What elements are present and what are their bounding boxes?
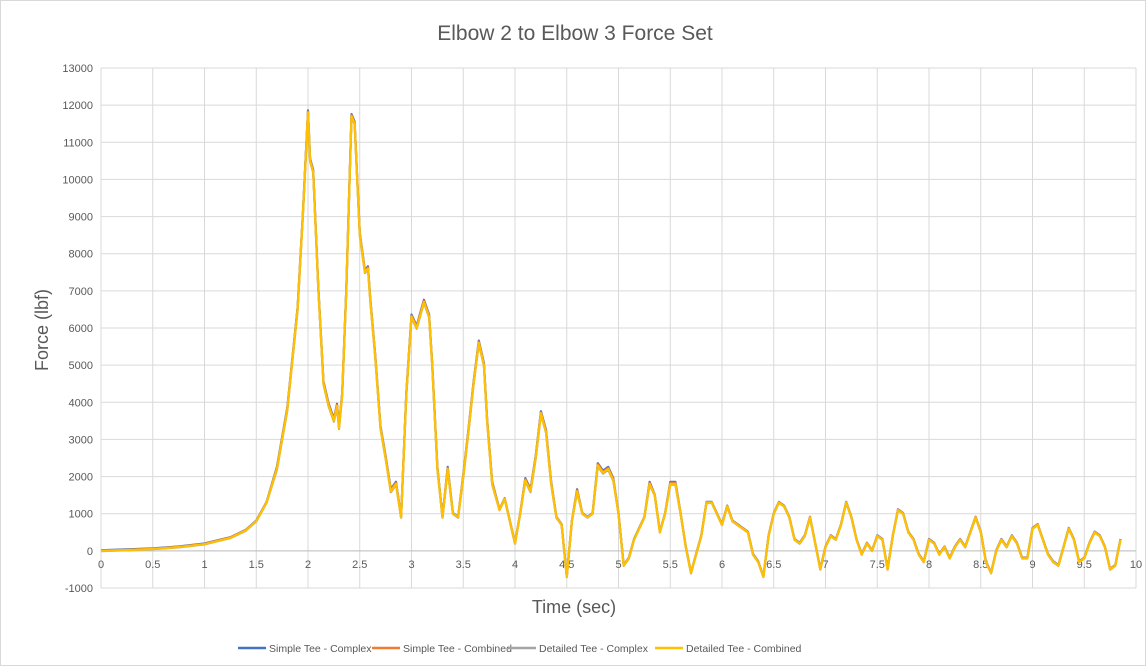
y-tick-label: 7000 — [69, 286, 93, 298]
x-tick-label: 0.5 — [145, 559, 160, 571]
x-tick-label: 6 — [719, 559, 725, 571]
x-tick-label: 5.5 — [663, 559, 678, 571]
gridlines — [100, 67, 1137, 589]
legend-label: Simple Tee - Complex — [269, 643, 372, 655]
x-tick-label: 0 — [98, 559, 104, 571]
legend-label: Detailed Tee - Combined — [686, 643, 802, 655]
y-tick-label: 9000 — [69, 212, 93, 224]
x-tick-label: 2 — [305, 559, 311, 571]
x-tick-label: 6.5 — [766, 559, 781, 571]
y-axis-title: Force (lbf) — [32, 289, 52, 371]
y-tick-label: 12000 — [62, 100, 93, 112]
y-tick-label: 13000 — [62, 63, 93, 75]
legend-label: Simple Tee - Combined — [403, 643, 512, 655]
y-tick-label: 8000 — [69, 249, 93, 261]
legend-label: Detailed Tee - Complex — [539, 643, 649, 655]
y-tick-label: 0 — [87, 546, 93, 558]
legend-item: Detailed Tee - Combined — [655, 643, 802, 655]
series-lines — [100, 109, 1122, 579]
x-tick-label: 8 — [926, 559, 932, 571]
y-tick-label: 10000 — [62, 174, 93, 186]
y-tick-label: -1000 — [65, 583, 93, 595]
x-tick-label: 10 — [1130, 559, 1142, 571]
y-axis-ticks: 1300012000110001000090008000700060005000… — [62, 63, 93, 595]
legend-item: Simple Tee - Combined — [372, 643, 512, 655]
y-tick-label: 1000 — [69, 509, 93, 521]
series-line-4 — [100, 111, 1122, 579]
y-tick-label: 2000 — [69, 472, 93, 484]
x-tick-label: 7 — [822, 559, 828, 571]
x-axis-ticks: 0 0.5 1 1.5 2 2.5 3 3.5 4 4.5 5 5.5 6 6.5 7 7.5 8 8.5 9 9.5… — [98, 559, 1142, 571]
x-tick-label: 3.5 — [456, 559, 471, 571]
x-tick-label: 7.5 — [870, 559, 885, 571]
y-tick-label: 6000 — [69, 323, 93, 335]
x-tick-label: 3 — [408, 559, 414, 571]
legend: Simple Tee - Complex Simple Tee - Combine… — [238, 643, 802, 655]
x-tick-label: 8.5 — [973, 559, 988, 571]
legend-item: Simple Tee - Complex — [238, 643, 372, 655]
y-tick-label: 4000 — [69, 397, 93, 409]
x-tick-label: 2.5 — [352, 559, 367, 571]
legend-item: Detailed Tee - Complex — [508, 643, 649, 655]
x-tick-label: 4 — [512, 559, 518, 571]
x-axis-title: Time (sec) — [532, 597, 616, 617]
x-tick-label: 1 — [201, 559, 207, 571]
x-tick-label: 5 — [615, 559, 621, 571]
y-tick-label: 11000 — [63, 137, 93, 149]
x-tick-label: 9 — [1029, 559, 1035, 571]
x-tick-label: 1.5 — [249, 559, 264, 571]
y-tick-label: 3000 — [69, 434, 93, 446]
chart-title: Elbow 2 to Elbow 3 Force Set — [437, 22, 713, 45]
y-tick-label: 5000 — [69, 360, 93, 372]
